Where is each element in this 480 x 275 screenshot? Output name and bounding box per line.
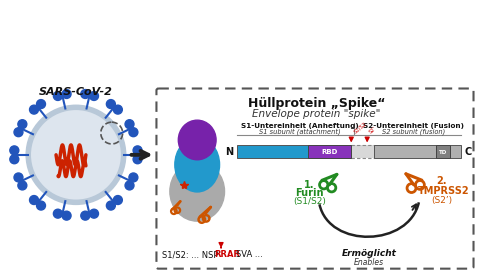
FancyBboxPatch shape (156, 89, 473, 269)
Bar (308, 145, 351, 158)
Bar (450, 145, 461, 158)
Circle shape (28, 107, 124, 202)
Circle shape (36, 100, 46, 109)
Text: S1/S2: S1/S2 (352, 121, 367, 134)
Text: Envelope protein "spike": Envelope protein "spike" (252, 109, 381, 119)
Circle shape (90, 92, 98, 100)
Text: 1.: 1. (304, 180, 315, 189)
Ellipse shape (170, 162, 225, 221)
Text: (S1/S2): (S1/S2) (293, 197, 326, 206)
Text: SARS-CoV-2: SARS-CoV-2 (39, 87, 113, 97)
Bar (374, 145, 436, 158)
Circle shape (81, 211, 90, 220)
Ellipse shape (175, 138, 219, 192)
Circle shape (62, 90, 71, 98)
Circle shape (18, 181, 27, 190)
Circle shape (113, 105, 122, 114)
Text: (S2’): (S2’) (431, 196, 452, 205)
Circle shape (18, 120, 27, 129)
Text: S1 subunit (attachment): S1 subunit (attachment) (259, 129, 340, 135)
Bar (436, 145, 450, 158)
Circle shape (129, 173, 138, 182)
Text: S2-Untereinheit (Fusion): S2-Untereinheit (Fusion) (363, 123, 464, 129)
Text: RRAR: RRAR (214, 250, 240, 259)
Circle shape (107, 201, 115, 210)
Ellipse shape (178, 120, 216, 160)
Circle shape (53, 92, 62, 100)
Bar (237, 145, 351, 158)
Text: RBD: RBD (321, 149, 337, 155)
Circle shape (14, 173, 23, 182)
Text: Hüllprotein „Spike“: Hüllprotein „Spike“ (248, 97, 385, 110)
Text: 2.: 2. (436, 175, 447, 186)
Text: S1-Untereinheit (Anheftung): S1-Untereinheit (Anheftung) (240, 123, 359, 129)
Text: S2’: S2’ (368, 125, 378, 134)
Text: TD: TD (439, 150, 447, 155)
Circle shape (125, 120, 134, 129)
Circle shape (36, 201, 46, 210)
Text: S2 subunit (fusion): S2 subunit (fusion) (382, 129, 445, 135)
Bar (351, 145, 374, 158)
Text: S1/S2: ... NSP: S1/S2: ... NSP (162, 250, 219, 259)
Circle shape (133, 155, 142, 164)
Circle shape (107, 100, 115, 109)
Text: Furin: Furin (295, 188, 324, 199)
Circle shape (81, 90, 90, 98)
Text: Enables: Enables (354, 258, 384, 267)
Circle shape (133, 146, 142, 155)
Circle shape (30, 196, 38, 205)
Circle shape (53, 209, 62, 218)
Circle shape (90, 209, 98, 218)
Circle shape (30, 105, 38, 114)
Circle shape (129, 128, 138, 137)
Text: N: N (225, 147, 233, 157)
Circle shape (113, 196, 122, 205)
Circle shape (10, 146, 19, 155)
Text: C: C (465, 147, 472, 157)
Circle shape (14, 128, 23, 137)
Circle shape (125, 181, 134, 190)
Text: SVA ...: SVA ... (236, 250, 263, 259)
Circle shape (62, 211, 71, 220)
Text: TMPRSS2: TMPRSS2 (418, 186, 469, 196)
Text: Ermöglicht: Ermöglicht (342, 249, 396, 258)
Circle shape (10, 155, 19, 164)
